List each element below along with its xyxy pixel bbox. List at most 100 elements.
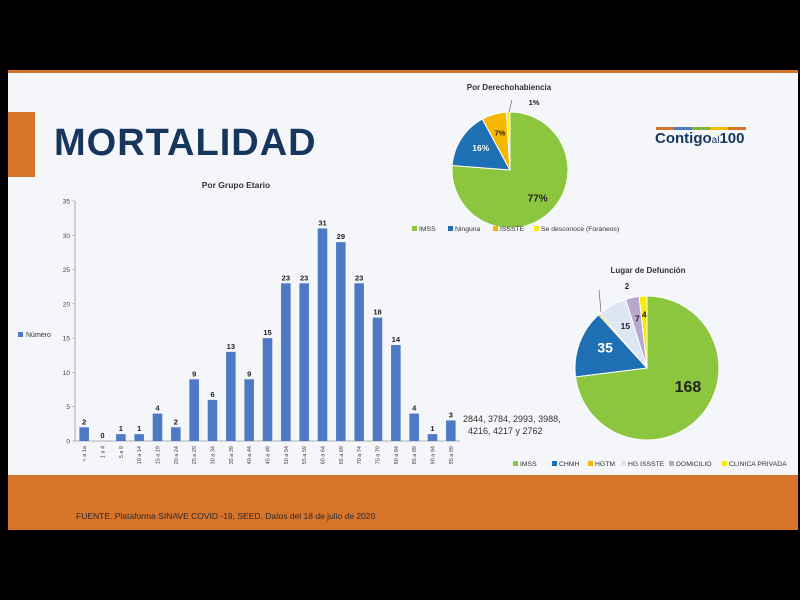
pie1-leader-line	[508, 99, 513, 113]
y-tick-label: 10	[63, 370, 71, 377]
bar-value-label: 6	[210, 390, 214, 399]
bar-value-label: 3	[449, 410, 453, 419]
bar	[152, 413, 163, 441]
logo: Contigoal100	[655, 130, 744, 147]
legend-swatch	[552, 461, 557, 466]
bar-value-label: 29	[337, 232, 345, 241]
y-tick-label: 5	[66, 404, 70, 411]
pie-slice	[451, 111, 569, 229]
logo-word: Contigo	[655, 130, 712, 147]
x-tick-label: 85 a 89	[412, 446, 418, 464]
y-tick-label: 30	[63, 233, 71, 240]
bar	[171, 427, 181, 441]
legend-swatch	[621, 461, 626, 466]
bar-value-label: 13	[227, 342, 235, 351]
pie1-outer-label: 1%	[529, 98, 540, 107]
bar	[372, 317, 383, 441]
bar-value-label: 15	[263, 328, 271, 337]
legend-swatch	[493, 226, 498, 231]
x-tick-label: 1 a 4	[101, 446, 107, 458]
bar	[281, 283, 291, 441]
pie-value-label: 7%	[495, 128, 506, 137]
legend-label: CHMH	[559, 461, 579, 468]
legend-swatch	[722, 461, 727, 466]
note-line-2: 4216, 4217 y 2762	[468, 426, 543, 436]
y-tick-label: 0	[66, 439, 70, 446]
x-tick-label: 95 a 99	[449, 446, 455, 464]
legend-label: IMSS	[419, 226, 436, 233]
x-tick-label: 40 a 44	[247, 446, 253, 464]
pie2-outer-label: 2	[625, 282, 630, 291]
x-tick-label: 75 a 79	[376, 446, 382, 464]
bar-chart-title: Por Grupo Etario	[202, 180, 270, 190]
bar-value-label: 31	[318, 218, 326, 227]
y-tick-label: 15	[63, 336, 71, 343]
title-accent-block	[8, 112, 35, 177]
bar-value-label: 4	[155, 404, 160, 413]
pie-value-label: 168	[675, 379, 702, 396]
pie1-title: Por Derechohabiencia	[467, 83, 552, 92]
bar	[244, 379, 254, 441]
bar	[354, 283, 364, 441]
legend-swatch	[412, 226, 417, 231]
bar-value-label: 1	[430, 424, 434, 433]
pie-slice	[638, 295, 648, 369]
coverage-pie-chart: Por Derechohabiencia 77% 16% 7% 1% IMSS Ning…	[412, 83, 619, 233]
pie2-leader-line	[598, 289, 602, 313]
bar-value-label: 23	[355, 273, 363, 282]
page-title: MORTALIDAD	[54, 122, 317, 164]
x-tick-label: 35 a 39	[229, 446, 235, 464]
bar-value-label: 2	[174, 417, 178, 426]
x-tick-label: 5 a 9	[119, 446, 125, 458]
bar	[207, 399, 218, 441]
bar-value-label: 2	[82, 417, 86, 426]
pie-value-label: 35	[597, 339, 613, 355]
legend-label: HGTM	[595, 461, 615, 468]
y-tick-label: 25	[63, 267, 71, 274]
x-tick-label: 20 a 24	[174, 446, 180, 464]
bar	[262, 338, 273, 441]
legend-swatch	[513, 461, 518, 466]
legend-swatch	[588, 461, 593, 466]
bar-value-label: 23	[300, 273, 308, 282]
x-tick-label: < a 1a	[82, 445, 88, 461]
pie-value-label: 15	[621, 321, 631, 331]
bar-value-label: 23	[282, 273, 290, 282]
x-tick-label: 90 a 94	[431, 446, 437, 464]
bar-value-label: 4	[412, 404, 417, 413]
x-tick-label: 50 a 54	[284, 446, 290, 464]
bar	[409, 413, 419, 441]
bar-value-label: 14	[392, 335, 401, 344]
legend-label: ISSSTE	[500, 226, 525, 233]
bar-legend-label: Número	[26, 332, 51, 339]
pie-slice	[505, 111, 511, 171]
place-of-death-pie-chart: Lugar de Defunción 168 35 15 7 4 2 IMSS CHMH HG…	[513, 266, 787, 468]
pie-slice	[451, 118, 511, 171]
legend-label: CLINICA PRIVADA	[729, 461, 787, 468]
bar	[299, 283, 309, 441]
note-line-1: 2844, 3784, 2993, 3988,	[463, 414, 561, 424]
logo-stripe	[656, 127, 746, 130]
age-group-bar-chart: Por Grupo Etario Número 0 5 10 15 20 25 30 35 2…	[18, 180, 460, 464]
bar	[226, 351, 236, 441]
legend-label: DOMICILIO	[676, 461, 712, 468]
bar-value-label: 1	[137, 424, 141, 433]
legend-swatch	[669, 461, 674, 466]
bar	[79, 427, 89, 441]
pie-value-label: 4	[642, 310, 647, 320]
x-tick-label: 30 a 34	[211, 446, 217, 464]
logo-number: 100	[719, 130, 745, 147]
x-tick-label: 45 a 49	[266, 446, 272, 464]
y-tick-label: 35	[63, 199, 71, 206]
bar	[391, 345, 401, 441]
bar	[446, 420, 456, 441]
legend-label: IMSS	[520, 461, 537, 468]
x-tick-label: 10 a 14	[137, 446, 143, 464]
bar-legend-swatch	[18, 332, 23, 337]
top-accent-line	[8, 70, 798, 73]
footer-source: FUENTE. Plataforma SINAVE COVID -19, SEE…	[76, 511, 376, 521]
pie-slice	[574, 314, 649, 378]
legend-swatch	[534, 226, 539, 231]
bar-value-label: 9	[192, 369, 196, 378]
y-tick-label: 20	[63, 301, 71, 308]
